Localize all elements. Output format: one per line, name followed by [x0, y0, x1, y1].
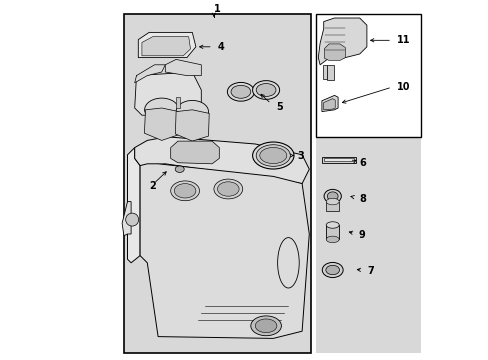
Text: 2: 2	[149, 181, 156, 192]
Ellipse shape	[255, 319, 276, 333]
Polygon shape	[316, 137, 420, 353]
Ellipse shape	[326, 192, 337, 201]
Polygon shape	[316, 14, 420, 137]
Polygon shape	[176, 97, 179, 108]
Ellipse shape	[256, 84, 275, 96]
Polygon shape	[323, 158, 354, 161]
Ellipse shape	[277, 238, 299, 288]
Polygon shape	[321, 157, 355, 163]
Text: 8: 8	[358, 194, 365, 204]
Ellipse shape	[227, 82, 254, 101]
Ellipse shape	[325, 222, 339, 228]
Ellipse shape	[325, 198, 339, 205]
Polygon shape	[322, 65, 326, 79]
Polygon shape	[318, 18, 366, 65]
Ellipse shape	[217, 182, 239, 196]
Ellipse shape	[176, 100, 208, 123]
Ellipse shape	[252, 81, 279, 99]
Ellipse shape	[175, 166, 184, 172]
Ellipse shape	[230, 85, 250, 98]
Ellipse shape	[322, 262, 343, 278]
Polygon shape	[323, 99, 335, 110]
Ellipse shape	[170, 181, 199, 201]
Polygon shape	[138, 32, 196, 58]
Polygon shape	[325, 202, 339, 211]
Ellipse shape	[174, 184, 196, 198]
Polygon shape	[175, 110, 209, 141]
Ellipse shape	[144, 98, 179, 122]
Polygon shape	[165, 59, 201, 76]
Polygon shape	[170, 141, 219, 164]
Ellipse shape	[252, 142, 293, 169]
Text: 3: 3	[297, 150, 304, 161]
Text: 7: 7	[366, 266, 373, 276]
Ellipse shape	[325, 236, 339, 243]
Polygon shape	[127, 148, 140, 263]
Polygon shape	[324, 44, 345, 60]
Polygon shape	[134, 65, 165, 83]
Text: 5: 5	[275, 102, 282, 112]
Polygon shape	[325, 225, 339, 239]
Polygon shape	[134, 72, 201, 115]
Text: 4: 4	[217, 42, 224, 52]
Text: 6: 6	[358, 158, 365, 168]
Ellipse shape	[324, 189, 341, 203]
Text: 9: 9	[358, 230, 365, 240]
Polygon shape	[144, 108, 179, 140]
Ellipse shape	[259, 148, 286, 164]
Polygon shape	[142, 37, 190, 56]
Polygon shape	[134, 137, 309, 184]
Polygon shape	[326, 65, 334, 80]
Text: 1: 1	[213, 4, 220, 14]
Ellipse shape	[250, 316, 281, 336]
Polygon shape	[140, 164, 309, 338]
Polygon shape	[122, 202, 131, 236]
Ellipse shape	[213, 179, 242, 199]
Polygon shape	[123, 14, 310, 353]
Text: 11: 11	[396, 35, 409, 45]
Text: 10: 10	[396, 82, 409, 92]
Circle shape	[125, 213, 139, 226]
Ellipse shape	[256, 145, 290, 166]
Ellipse shape	[325, 265, 339, 275]
Polygon shape	[321, 95, 337, 112]
